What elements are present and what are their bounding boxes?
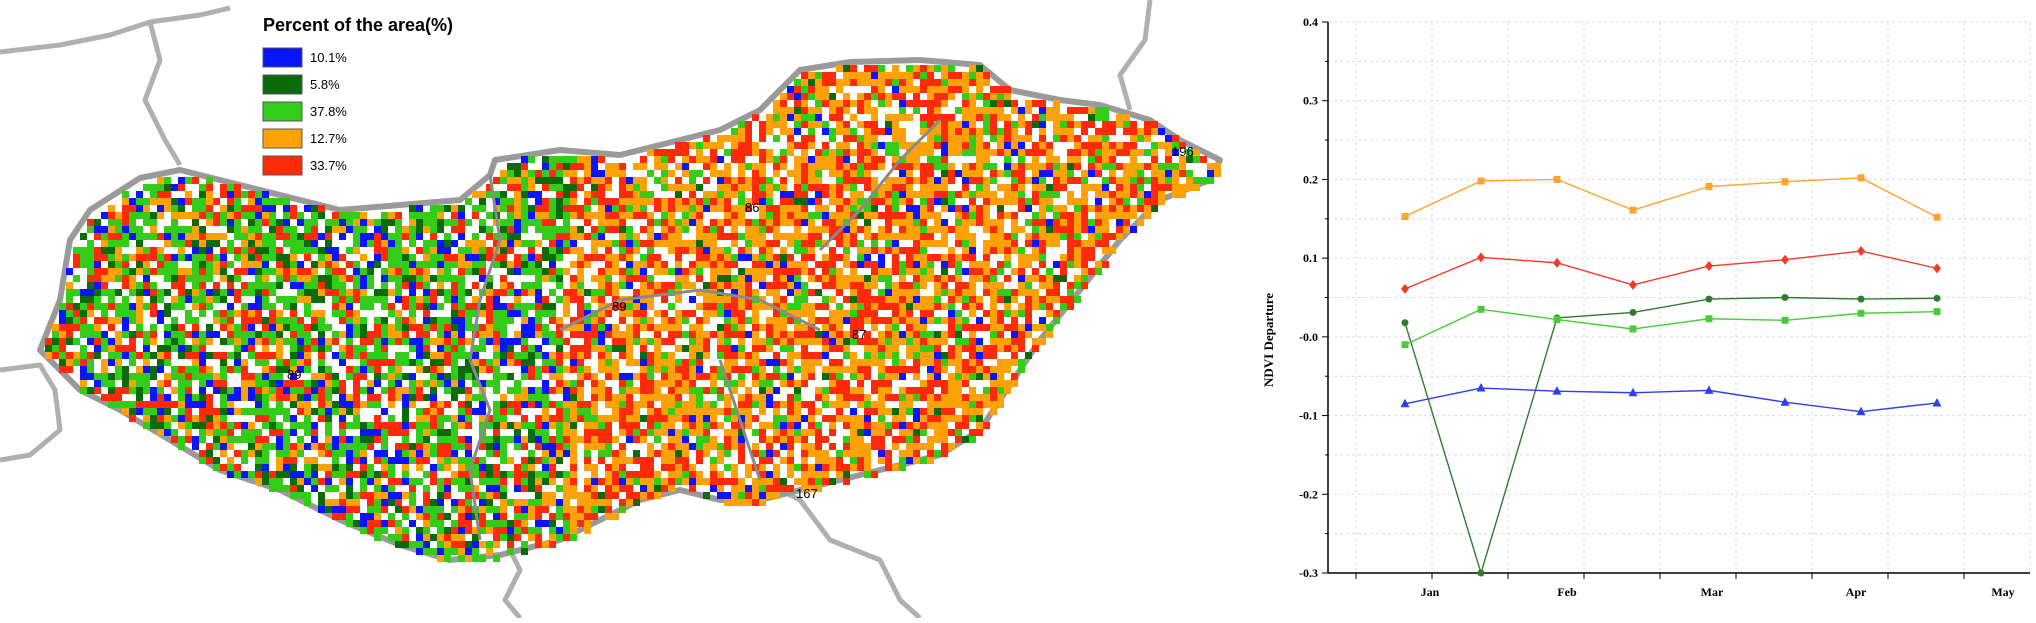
y-tick-label: -0.1 bbox=[1299, 409, 1318, 423]
y-tick-label: -0.0 bbox=[1299, 330, 1318, 344]
legend-label: 5.8% bbox=[310, 77, 340, 92]
series-line bbox=[1405, 251, 1937, 289]
map-legend: Percent of the area(%) 10.1% 5.8% 37.8% 12.… bbox=[263, 15, 453, 175]
legend-swatch bbox=[263, 102, 302, 121]
data-point bbox=[1478, 570, 1485, 577]
legend-swatch bbox=[263, 129, 302, 148]
data-point bbox=[1402, 213, 1409, 220]
data-point bbox=[1630, 325, 1637, 332]
series-3 bbox=[1402, 306, 1941, 348]
legend-label: 10.1% bbox=[310, 50, 347, 65]
data-point bbox=[1630, 309, 1637, 316]
series-4 bbox=[1401, 383, 1942, 415]
data-point bbox=[1477, 383, 1486, 392]
legend-swatch bbox=[263, 48, 302, 67]
data-point bbox=[1630, 207, 1637, 214]
data-point bbox=[1554, 316, 1561, 323]
series-line bbox=[1405, 298, 1937, 574]
data-point bbox=[1934, 295, 1941, 302]
region-label: 87 bbox=[852, 327, 866, 342]
data-point bbox=[1781, 255, 1789, 265]
legend-swatch bbox=[263, 156, 302, 175]
series-line bbox=[1405, 388, 1937, 412]
y-tick-label: 0.3 bbox=[1303, 94, 1318, 108]
data-point bbox=[1706, 315, 1713, 322]
ndvi-map: Percent of the area(%) 10.1% 5.8% 37.8% 12.… bbox=[0, 0, 1250, 618]
data-point bbox=[1933, 398, 1942, 407]
data-point bbox=[1858, 174, 1865, 181]
data-point bbox=[1629, 280, 1637, 290]
data-point bbox=[1478, 178, 1485, 185]
data-point bbox=[1477, 252, 1485, 262]
data-point bbox=[1401, 284, 1409, 294]
x-tick-label: Feb bbox=[1557, 585, 1577, 599]
region-label: 167 bbox=[796, 486, 818, 501]
data-point bbox=[1554, 176, 1561, 183]
region-label: 89 bbox=[287, 367, 301, 382]
ndvi-departure-chart: -0.3 -0.2 -0.1 -0.0 0.1 0.2 0.3 0.4 Jan Feb Mar Apr… bbox=[1250, 0, 2036, 618]
y-axis-title: NDVI Departure bbox=[1261, 293, 1276, 387]
ndvi-map-panel: Percent of the area(%) 10.1% 5.8% 37.8% 12.… bbox=[0, 0, 1250, 618]
series-0 bbox=[1402, 174, 1941, 220]
data-point bbox=[1858, 296, 1865, 303]
data-point bbox=[1857, 246, 1865, 256]
legend-label: 12.7% bbox=[310, 131, 347, 146]
data-point bbox=[1782, 294, 1789, 301]
x-tick-label: Jan bbox=[1421, 585, 1440, 599]
data-point bbox=[1706, 183, 1713, 190]
series-line bbox=[1405, 178, 1937, 217]
data-point bbox=[1553, 258, 1561, 268]
data-point bbox=[1934, 308, 1941, 315]
data-point bbox=[1705, 261, 1713, 271]
legend-label: 37.8% bbox=[310, 104, 347, 119]
ndvi-departure-chart-panel: -0.3 -0.2 -0.1 -0.0 0.1 0.2 0.3 0.4 Jan Feb Mar Apr… bbox=[1250, 0, 2036, 618]
y-tick-label: -0.3 bbox=[1299, 566, 1318, 580]
region-label: 196 bbox=[1172, 144, 1194, 159]
chart-grid bbox=[1328, 22, 2030, 573]
y-tick-label: 0.2 bbox=[1303, 172, 1318, 186]
region-label: 86 bbox=[745, 200, 759, 215]
data-point bbox=[1705, 385, 1714, 394]
chart-series bbox=[1401, 174, 1942, 576]
data-point bbox=[1858, 310, 1865, 317]
x-tick-label: Apr bbox=[1846, 585, 1867, 599]
legend-swatch bbox=[263, 75, 302, 94]
region-label: 89 bbox=[612, 299, 626, 314]
legend-label: 33.7% bbox=[310, 158, 347, 173]
data-point bbox=[1706, 296, 1713, 303]
y-tick-label: 0.4 bbox=[1303, 15, 1318, 29]
y-tick-label: -0.2 bbox=[1299, 487, 1318, 501]
y-tick-label: 0.1 bbox=[1303, 251, 1318, 265]
legend-title: Percent of the area(%) bbox=[263, 15, 453, 35]
series-1 bbox=[1401, 246, 1941, 294]
data-point bbox=[1933, 263, 1941, 273]
data-point bbox=[1478, 306, 1485, 313]
x-tick-label: Mar bbox=[1701, 585, 1724, 599]
data-point bbox=[1934, 214, 1941, 221]
series-line bbox=[1405, 309, 1937, 344]
data-point bbox=[1782, 317, 1789, 324]
data-point bbox=[1782, 178, 1789, 185]
data-point bbox=[1402, 341, 1409, 348]
data-point bbox=[1402, 319, 1409, 326]
x-tick-label: May bbox=[1991, 585, 2014, 599]
